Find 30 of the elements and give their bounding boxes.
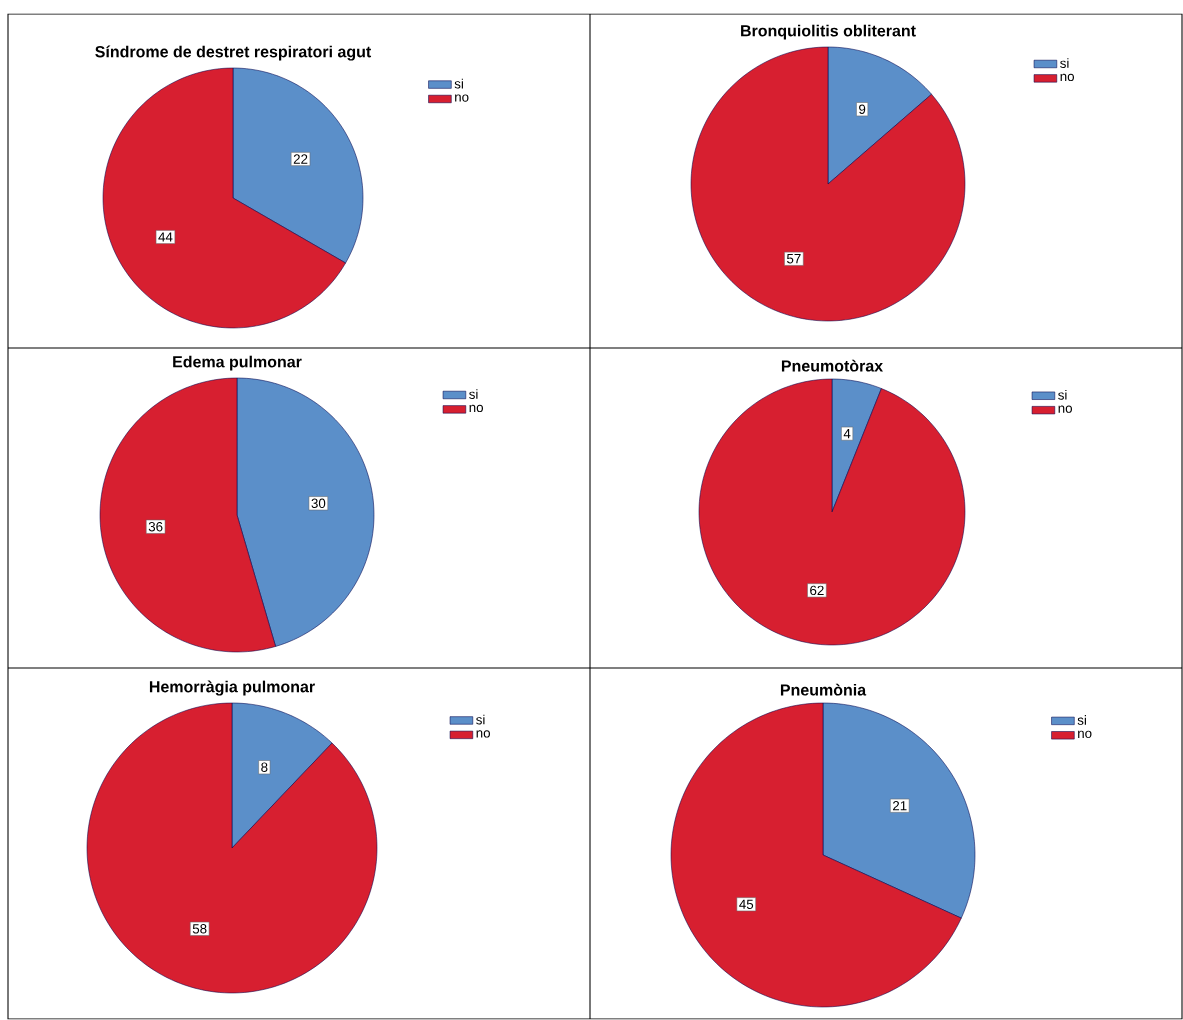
legend-label: no — [1078, 730, 1092, 739]
chart-title: Hemorràgia pulmonar — [149, 680, 315, 696]
legend-label: si — [1077, 715, 1086, 726]
data-label: 57 — [786, 254, 801, 264]
data-label: 9 — [859, 104, 866, 115]
chart-title: Pneumònia — [780, 683, 867, 696]
data-label: 30 — [311, 498, 326, 509]
legend-label: no — [1058, 405, 1073, 414]
data-label: 62 — [810, 585, 824, 596]
legend-label: no — [476, 730, 490, 738]
legend-label: si — [1060, 58, 1069, 69]
data-label: 4 — [843, 429, 851, 439]
chart-title: Pneumotòrax — [781, 359, 884, 372]
chart-title: Síndrome de destret respiratori agut — [95, 45, 372, 61]
chart-title: Edema pulmonar — [173, 355, 302, 371]
legend-label: no — [1060, 74, 1075, 82]
data-label: 22 — [293, 154, 308, 164]
legend-label: si — [476, 714, 485, 725]
data-label: 44 — [158, 232, 173, 242]
data-label: 8 — [261, 762, 268, 773]
data-label: 58 — [192, 924, 207, 934]
legend-label: si — [1058, 390, 1067, 400]
legend-label: si — [469, 389, 478, 400]
data-label: 36 — [148, 522, 163, 532]
legend-label: no — [455, 94, 469, 102]
legend-label: si — [454, 78, 463, 89]
legend-label: no — [469, 405, 483, 413]
data-label: 45 — [739, 899, 754, 910]
data-label: 21 — [892, 801, 907, 811]
chart-title: Bronquiolitis obliterant — [741, 24, 916, 40]
